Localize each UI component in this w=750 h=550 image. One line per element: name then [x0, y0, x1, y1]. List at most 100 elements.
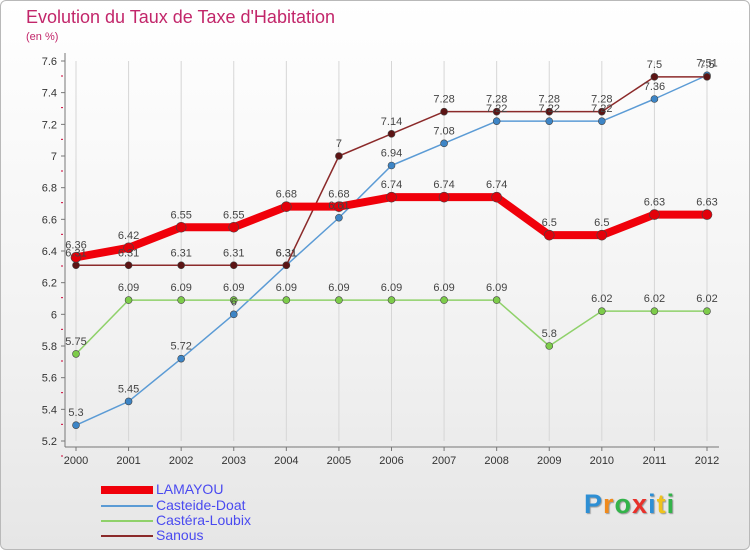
x-tick-label: 2002 — [169, 455, 193, 467]
data-label: 6.5 — [542, 217, 557, 229]
data-label: 6.42 — [118, 230, 139, 242]
data-point — [229, 296, 238, 304]
data-label: 7.22 — [539, 103, 560, 115]
data-label: 6.02 — [644, 293, 665, 305]
data-point — [123, 242, 134, 254]
data-point — [650, 73, 659, 81]
chart-unit-label: (en %) — [26, 31, 59, 43]
data-label: 6.55 — [170, 209, 191, 221]
data-label: 6.31 — [223, 247, 244, 259]
data-point — [387, 130, 396, 138]
logo-letter: r — [603, 489, 615, 519]
data-point — [440, 107, 448, 116]
data-point — [492, 296, 501, 304]
data-point — [650, 307, 659, 315]
data-point — [282, 296, 291, 304]
y-tick-label: 5.6 — [42, 373, 57, 385]
y-tick-label: 7.6 — [42, 56, 57, 68]
data-point — [335, 296, 343, 304]
data-label: 5.3 — [68, 407, 83, 419]
data-point — [650, 95, 659, 103]
data-label: 6.61 — [328, 200, 349, 212]
data-label: 6.09 — [170, 282, 191, 294]
data-point — [229, 261, 238, 270]
data-point — [175, 221, 187, 233]
data-label: 5.72 — [170, 341, 191, 353]
x-tick-label: 2008 — [484, 455, 508, 467]
data-point — [281, 201, 292, 212]
logo-letter: i — [648, 489, 657, 519]
data-label: 6.94 — [381, 148, 402, 160]
data-label: 6 — [231, 296, 237, 308]
data-point — [72, 421, 80, 429]
data-label: 7.22 — [591, 103, 612, 115]
data-point — [545, 107, 554, 116]
data-point — [598, 107, 606, 116]
data-point — [543, 229, 555, 241]
data-label: 6.09 — [433, 282, 454, 294]
data-label: 6.63 — [696, 197, 717, 209]
x-tick-label: 2001 — [116, 455, 140, 467]
data-label: 7.22 — [486, 103, 507, 115]
logo-letter: i — [666, 489, 676, 519]
data-label: 6.74 — [486, 179, 507, 191]
data-point — [124, 397, 133, 406]
data-label: 6.5 — [594, 217, 609, 229]
data-point — [333, 201, 345, 212]
data-point — [491, 191, 502, 203]
data-point — [177, 354, 185, 363]
data-label: 6.31 — [118, 247, 139, 259]
x-tick-label: 2005 — [327, 455, 351, 467]
data-point — [387, 161, 396, 170]
legend-label: Castéra-Loubix — [156, 512, 251, 528]
data-point — [282, 261, 291, 270]
data-point — [438, 191, 450, 203]
data-label: 6.09 — [328, 282, 349, 294]
chart-title: Evolution du Taux de Taxe d'Habitation — [26, 7, 335, 27]
data-label: 6.63 — [644, 197, 665, 209]
data-label: 6.31 — [276, 247, 297, 259]
data-label: 6.09 — [223, 282, 244, 294]
data-point — [596, 229, 608, 241]
data-label: 6.02 — [591, 293, 612, 305]
x-tick-label: 2009 — [537, 455, 561, 467]
y-tick-label: 5.2 — [42, 436, 57, 448]
legend-label: LAMAYOU — [156, 481, 223, 497]
logo-letter: t — [656, 489, 667, 519]
data-point — [598, 117, 606, 125]
data-point — [649, 209, 660, 220]
y-tick-label: 6.6 — [42, 214, 57, 226]
data-point — [386, 191, 397, 203]
data-point — [440, 296, 448, 304]
data-label: 7 — [336, 138, 342, 150]
data-label: 6.09 — [118, 282, 139, 294]
data-point — [703, 307, 711, 315]
data-label: 6.31 — [276, 247, 297, 259]
data-point — [177, 296, 185, 304]
logo-letter: P — [584, 489, 604, 519]
data-point — [228, 221, 240, 233]
data-point — [229, 310, 238, 319]
data-point — [440, 139, 448, 148]
data-label: 7.36 — [644, 81, 665, 93]
data-label: 6.09 — [276, 282, 297, 294]
data-label: 6.74 — [381, 179, 402, 191]
data-label: 6.31 — [65, 247, 86, 259]
data-label: 6.09 — [486, 282, 507, 294]
data-point — [124, 296, 133, 304]
legend-label: Sanous — [156, 527, 203, 543]
proxiti-logo: Proxiti — [584, 489, 675, 520]
y-tick-label: 5.4 — [42, 404, 57, 416]
data-label: 7.08 — [433, 125, 454, 137]
y-tick-label: 7 — [51, 151, 57, 163]
data-point — [335, 152, 343, 160]
data-label: 7.28 — [539, 94, 560, 106]
data-label: 7.5 — [699, 59, 714, 71]
x-tick-label: 2012 — [695, 455, 719, 467]
x-tick-label: 2007 — [432, 455, 456, 467]
data-label: 6.09 — [381, 282, 402, 294]
data-point — [72, 350, 80, 358]
data-label: 7.28 — [433, 94, 454, 106]
x-tick-label: 2000 — [64, 455, 88, 467]
